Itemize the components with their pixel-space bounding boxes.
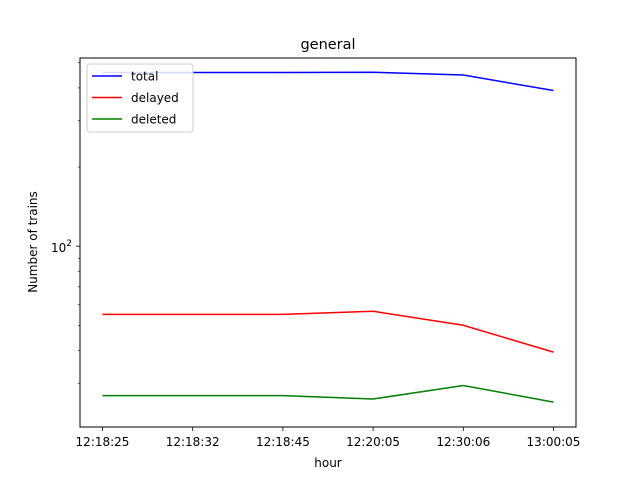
x-tick-label: 12:18:45 <box>256 435 310 449</box>
legend-label-delayed: delayed <box>131 91 179 105</box>
legend-label-deleted: deleted <box>131 113 176 127</box>
x-tick-label: 13:00:05 <box>527 435 581 449</box>
legend-label-total: total <box>131 70 158 84</box>
x-tick-label: 12:18:32 <box>166 435 220 449</box>
series-line-deleted <box>102 384 554 403</box>
x-tick-label: 12:18:25 <box>76 435 130 449</box>
x-tick-label: 12:30:06 <box>436 435 490 449</box>
x-tick-label: 12:20:05 <box>346 435 400 449</box>
x-axis-ticks: 12:18:25 12:18:32 12:18:45 12:20:05 12:30:06… <box>76 427 581 449</box>
legend-box <box>86 63 194 133</box>
plot-frame <box>79 57 577 428</box>
legend: total delayed deleted <box>86 63 194 133</box>
y-axis-label: Number of trains <box>26 191 40 293</box>
y-axis-ticks: 102 <box>51 62 80 384</box>
chart-title: general <box>300 37 355 53</box>
y-tick-label: 102 <box>51 239 72 255</box>
x-axis-label: hour <box>314 456 342 470</box>
series-line-delayed <box>102 310 554 353</box>
